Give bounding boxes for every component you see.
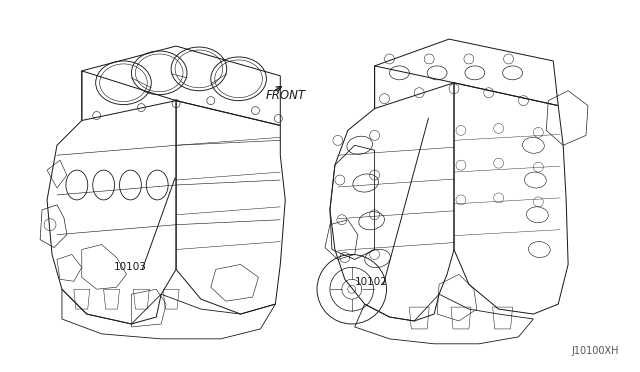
Text: 10103: 10103: [113, 262, 147, 272]
Text: J10100XH: J10100XH: [571, 346, 618, 356]
Text: FRONT: FRONT: [266, 89, 306, 102]
Text: 10102: 10102: [355, 277, 388, 287]
